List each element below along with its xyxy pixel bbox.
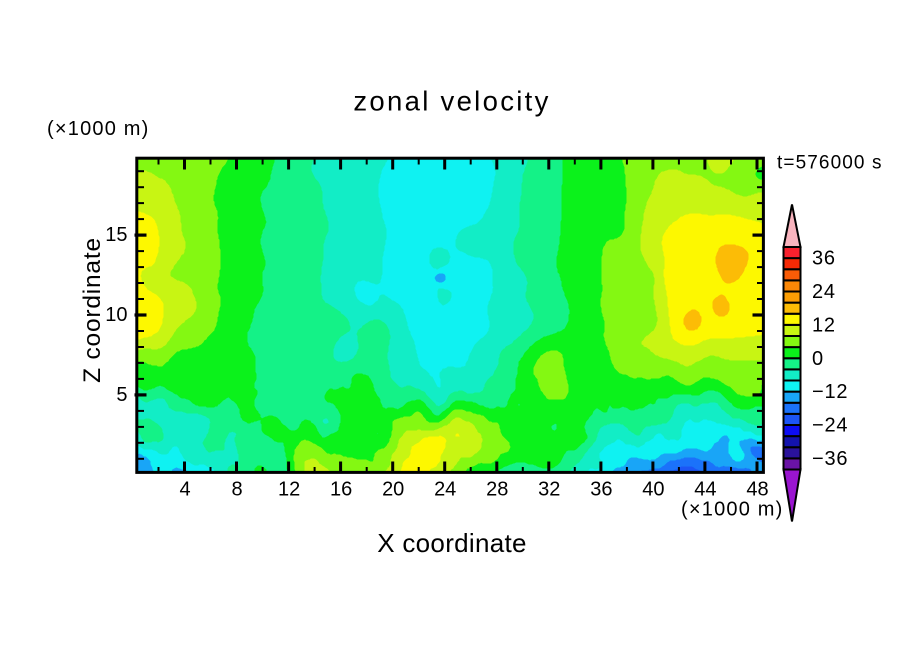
svg-text:−36: −36 (812, 448, 848, 470)
svg-text:0: 0 (812, 348, 824, 370)
svg-text:Z coordinate: Z coordinate (79, 237, 106, 383)
svg-text:24: 24 (434, 479, 456, 501)
svg-text:X coordinate: X coordinate (377, 528, 527, 558)
svg-text:(×1000 m): (×1000 m) (47, 118, 150, 140)
svg-text:−12: −12 (812, 381, 848, 403)
svg-text:40: 40 (642, 479, 664, 501)
svg-text:5: 5 (116, 384, 127, 406)
svg-text:28: 28 (486, 479, 508, 501)
svg-text:15: 15 (105, 224, 127, 246)
svg-text:8: 8 (231, 479, 242, 501)
svg-text:36: 36 (812, 248, 836, 270)
svg-text:10: 10 (105, 304, 127, 326)
svg-text:48: 48 (746, 479, 768, 501)
svg-text:zonal velocity: zonal velocity (353, 86, 550, 117)
svg-text:32: 32 (538, 479, 560, 501)
svg-text:(×1000 m): (×1000 m) (681, 499, 784, 521)
svg-text:12: 12 (812, 314, 836, 336)
svg-text:4: 4 (179, 479, 190, 501)
svg-text:12: 12 (278, 479, 300, 501)
svg-text:24: 24 (812, 281, 836, 303)
svg-text:16: 16 (330, 479, 352, 501)
svg-text:−24: −24 (812, 415, 848, 437)
svg-text:t=576000 s: t=576000 s (777, 153, 883, 174)
svg-text:20: 20 (382, 479, 404, 501)
svg-text:44: 44 (694, 479, 716, 501)
svg-text:36: 36 (590, 479, 612, 501)
